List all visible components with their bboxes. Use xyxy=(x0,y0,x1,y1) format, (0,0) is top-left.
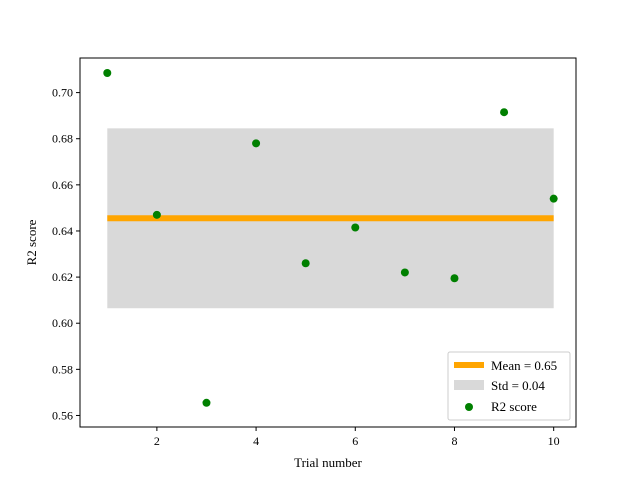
x-tick-label: 10 xyxy=(548,434,560,448)
plot-area xyxy=(103,68,558,407)
data-point xyxy=(152,210,161,219)
x-tick-label: 8 xyxy=(451,434,457,448)
y-tick-label: 0.60 xyxy=(52,316,73,330)
y-tick-label: 0.70 xyxy=(52,86,73,100)
data-point xyxy=(202,398,211,407)
data-points-layer xyxy=(103,68,558,407)
data-point xyxy=(450,274,459,283)
legend-points-label: R2 score xyxy=(491,399,537,414)
x-axis-ticks: 2 4 6 8 10 xyxy=(154,427,560,448)
data-point xyxy=(400,268,409,277)
y-tick-label: 0.58 xyxy=(52,362,73,376)
legend-std-label: Std = 0.04 xyxy=(491,378,545,393)
x-tick-label: 6 xyxy=(352,434,358,448)
legend-mean-label: Mean = 0.65 xyxy=(491,358,557,373)
y-tick-label: 0.66 xyxy=(52,178,73,192)
data-point xyxy=(252,139,261,148)
legend-box xyxy=(447,351,571,421)
y-axis-ticks: 0.56 0.58 0.60 0.62 0.64 0.66 0.68 0.70 xyxy=(52,86,80,422)
y-tick-label: 0.62 xyxy=(52,270,73,284)
y-tick-label: 0.64 xyxy=(52,224,73,238)
data-point xyxy=(103,68,112,77)
legend-std-swatch xyxy=(454,380,484,390)
x-tick-label: 4 xyxy=(253,434,259,448)
x-axis-label: Trial number xyxy=(294,455,362,470)
legend: Mean = 0.65 Std = 0.04 R2 score xyxy=(447,351,571,421)
data-point xyxy=(301,259,310,268)
data-point xyxy=(351,223,360,232)
y-tick-label: 0.68 xyxy=(52,132,73,146)
axes-frame xyxy=(79,57,577,428)
legend-points-swatch xyxy=(465,403,473,411)
y-tick-label: 0.56 xyxy=(52,408,73,422)
legend-mean-swatch xyxy=(454,362,484,368)
x-tick-label: 2 xyxy=(154,434,160,448)
data-point xyxy=(549,194,558,203)
data-point xyxy=(500,108,509,117)
y-axis-label: R2 score xyxy=(24,219,39,265)
